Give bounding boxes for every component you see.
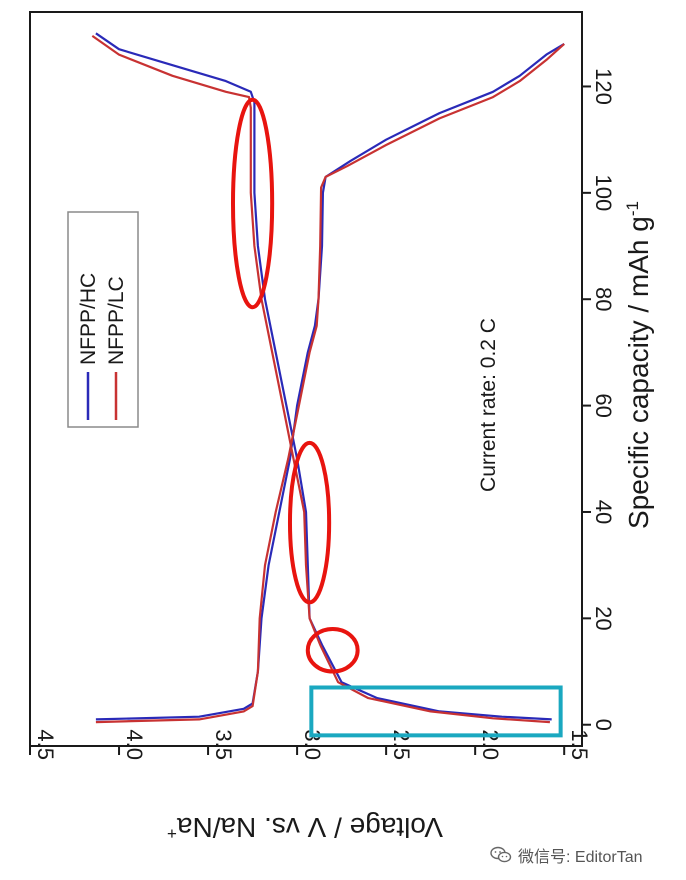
capacity-tick-label: 80 bbox=[591, 287, 616, 311]
nfpp-hc-discharge-line bbox=[95, 32, 552, 721]
highlight-ellipse-plateau-high bbox=[230, 97, 275, 310]
x-axis-title-sup: + bbox=[167, 824, 177, 843]
highlight-marks bbox=[230, 97, 563, 738]
series-curves bbox=[91, 32, 565, 724]
nfpp-lc-discharge-line bbox=[91, 34, 550, 724]
legend-box bbox=[67, 211, 139, 428]
y-axis-title: Specific capacity / mAh g-1 bbox=[623, 201, 654, 529]
capacity-tick-label: 60 bbox=[591, 393, 616, 417]
y-axis-title-sup: -1 bbox=[623, 201, 642, 216]
capacity-tick-label: 120 bbox=[591, 68, 616, 105]
plot-frame bbox=[29, 11, 583, 747]
capacity-tick-label: 100 bbox=[591, 174, 616, 211]
capacity-tick-label: 0 bbox=[591, 719, 616, 731]
nfpp-lc-charge-line bbox=[95, 43, 565, 724]
legend-label: NFPP/HC bbox=[77, 273, 100, 365]
voltage-tick-label: 1.5 bbox=[567, 729, 592, 760]
voltage-tick-label: 3.5 bbox=[211, 729, 236, 760]
highlight-box bbox=[309, 685, 563, 738]
chart-text: Current rate: 0.2 C Voltage / V vs. Na/Na… bbox=[167, 201, 654, 843]
legend-label: NFPP/LC bbox=[105, 276, 128, 365]
legend: NFPP/HC NFPP/LC bbox=[67, 211, 139, 428]
highlight-ellipse-plateau-mid bbox=[287, 440, 332, 605]
voltage-tick-label: 4.0 bbox=[122, 729, 147, 760]
highlight-ellipse-knee bbox=[305, 626, 360, 674]
wechat-icon bbox=[490, 846, 512, 864]
voltage-tick-label: 4.5 bbox=[33, 729, 58, 760]
x-axis-title: Voltage / V vs. Na/Na+ bbox=[167, 812, 443, 843]
annotation-current-rate: Current rate: 0.2 C bbox=[477, 318, 500, 492]
capacity-tick-label: 40 bbox=[591, 500, 616, 524]
watermark: 微信号: EditorTan bbox=[490, 842, 680, 868]
capacity-tick-label: 20 bbox=[591, 606, 616, 630]
watermark-text: 微信号: EditorTan bbox=[518, 849, 643, 866]
